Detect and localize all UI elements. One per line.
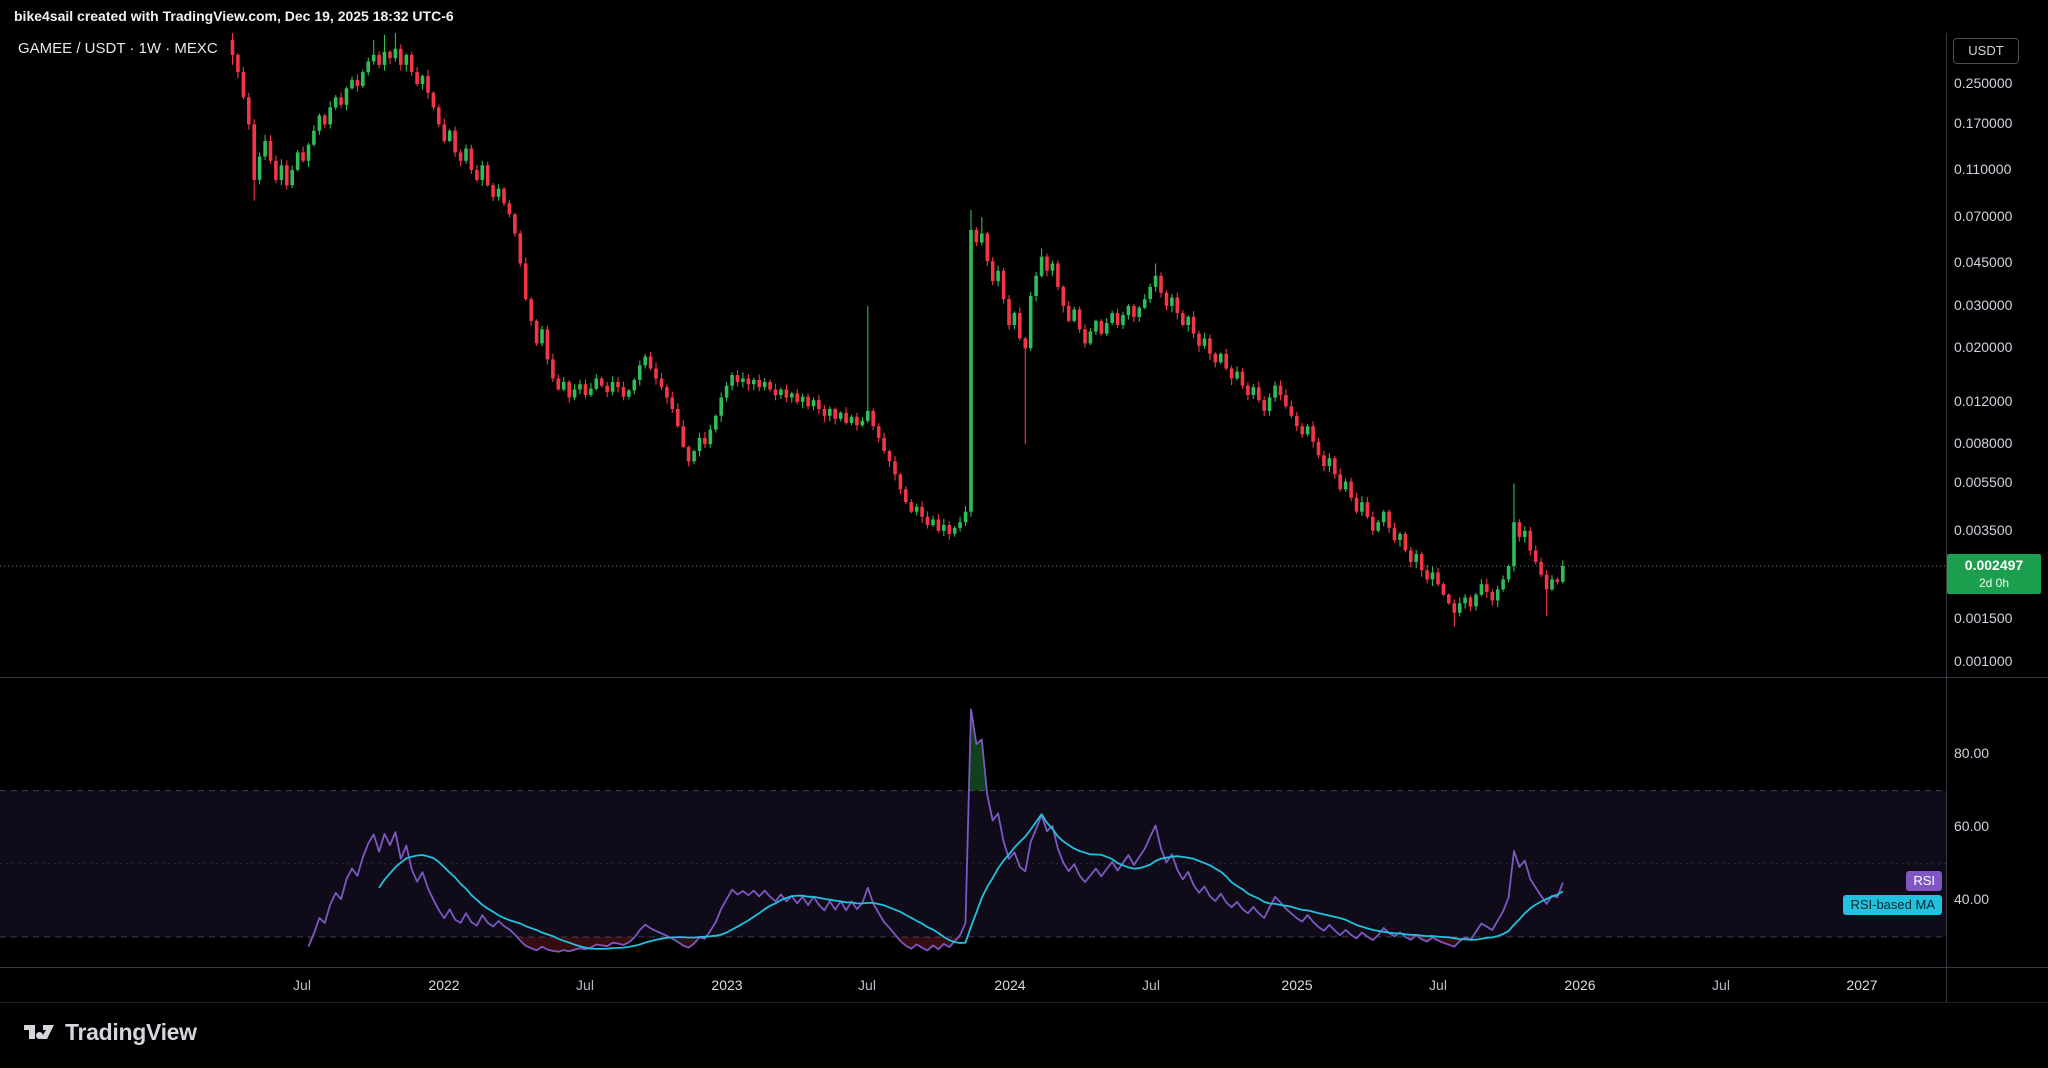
tradingview-logo[interactable]: TradingView bbox=[22, 1018, 197, 1046]
candlestick-pane bbox=[0, 33, 1946, 627]
price-axis-divider bbox=[1946, 33, 1947, 1002]
tradingview-logo-icon bbox=[24, 1025, 54, 1039]
pane-divider[interactable] bbox=[0, 677, 2048, 678]
footer-divider bbox=[0, 1002, 2048, 1003]
last-price-value: 0.002497 bbox=[1964, 557, 2024, 574]
footer-bar: TradingView bbox=[0, 1002, 2048, 1068]
rsi-pane bbox=[0, 708, 1946, 953]
bar-countdown: 2d 0h bbox=[1978, 576, 2010, 591]
tradingview-wordmark: TradingView bbox=[65, 1018, 197, 1045]
rsi-value-badge[interactable]: RSI bbox=[1906, 871, 1942, 892]
symbol-title[interactable]: GAMEE / USDT · 1W · MEXC bbox=[18, 40, 218, 57]
currency-usdt-button[interactable]: USDT bbox=[1953, 38, 2019, 64]
last-price-badge: 0.002497 2d 0h bbox=[1947, 554, 2041, 595]
rsi-ma-value-badge[interactable]: RSI-based MA bbox=[1843, 895, 1942, 916]
time-axis-divider bbox=[0, 967, 2048, 968]
attribution-bar: bike4sail created with TradingView.com, … bbox=[0, 0, 2048, 33]
attribution-text: bike4sail created with TradingView.com, … bbox=[14, 8, 454, 24]
